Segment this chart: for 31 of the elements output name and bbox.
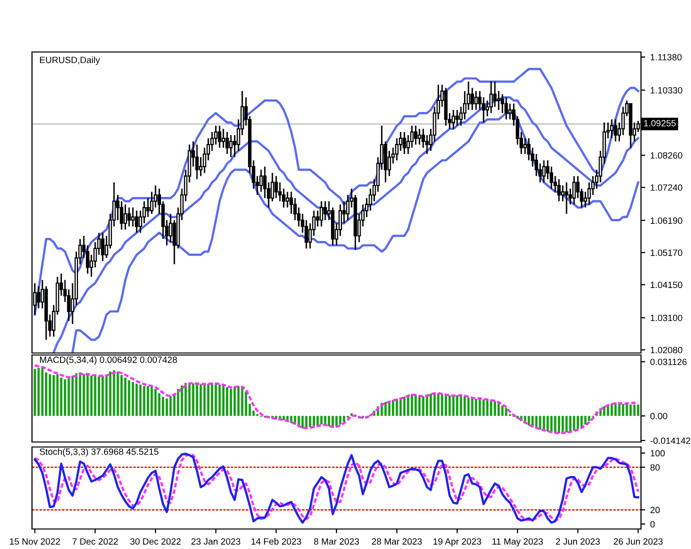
y-tick-label: 0.031126 [650,358,687,366]
y-tick-label: 1.10330 [650,87,682,94]
x-tick-label: 15 Nov 2022 [10,538,60,545]
x-tick-label: 11 May 2023 [492,538,543,546]
x-tick-label: 23 Jan 2023 [191,538,240,545]
x-tick-label: 8 Mar 2023 [314,538,359,545]
x-tick-label: 2 Jun 2023 [556,538,600,545]
y-tick-label: 1.06190 [650,217,682,224]
chart-title: MACD(5,34,4) 0.006492 0.007428 [40,356,177,365]
ref-line-label: 1.09255 [644,120,676,126]
x-tick-label: 7 Dec 2022 [72,538,118,545]
x-tick-label: 14 Feb 2023 [252,538,302,545]
y-tick-label: 0.00 [650,412,668,420]
chart-title: Stoch(5,3,3) 37.6968 45.5215 [40,448,158,457]
y-tick-label: 1.04150 [650,282,682,288]
x-tick-label: 30 Dec 2022 [130,538,181,545]
y-tick-label: 1.08260 [650,152,682,159]
y-tick-label: 1.07240 [650,184,682,191]
y-tick-label: 1.05170 [650,250,682,256]
y-tick-label: 0 [650,521,655,528]
y-tick-label: 1.03100 [650,314,682,322]
y-tick-label: 20 [650,506,660,514]
chart-title: EURUSD,Daily [40,56,100,65]
y-tick-label: -0.014142 [650,437,690,444]
y-tick-label: 1.02080 [650,346,682,354]
x-tick-label: 26 Jun 2023 [614,538,663,545]
y-tick-label: 80 [650,464,660,471]
y-tick-label: 1.11380 [650,54,682,60]
x-tick-label: 19 Apr 2023 [434,538,482,546]
y-tick-label: 100 [650,450,665,456]
x-tick-label: 28 Mar 2023 [372,538,422,545]
